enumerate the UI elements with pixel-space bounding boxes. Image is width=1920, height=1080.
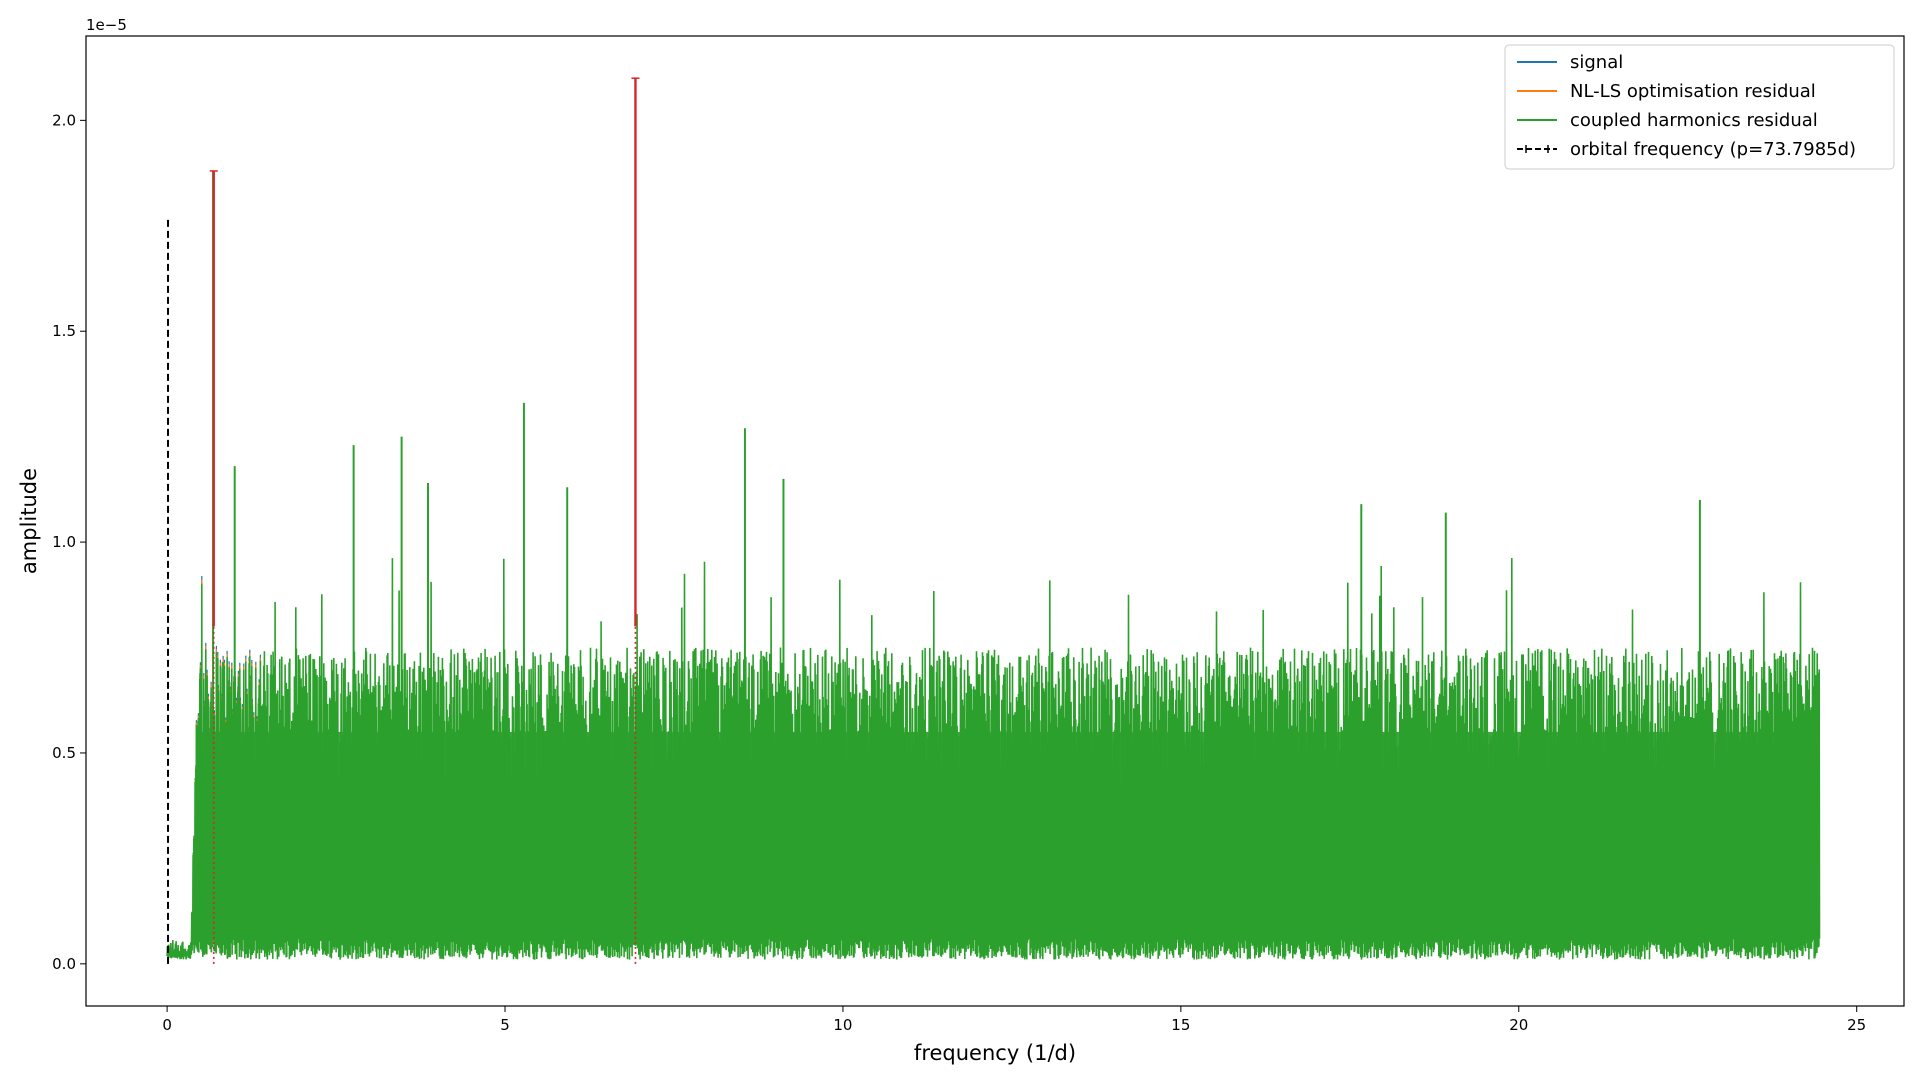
legend-box [1504, 44, 1895, 170]
y-axis-title: amplitude [17, 468, 41, 574]
x-tick-label: 0 [162, 1016, 172, 1034]
x-tick-label: 15 [1171, 1016, 1190, 1034]
legend-label-orbital: orbital frequency (p=73.7985d) [1570, 139, 1856, 160]
y-tick-label: 2.0 [52, 111, 76, 129]
x-tick-label: 5 [500, 1016, 510, 1034]
x-tick-label: 10 [833, 1016, 852, 1034]
axes-frame [85, 35, 1905, 1007]
x-tick-label: 25 [1847, 1016, 1866, 1034]
x-axis: 0 5 10 15 20 25 [162, 1006, 1866, 1034]
y-offset-label: 1e−5 [86, 16, 127, 34]
y-tick-label: 1.5 [52, 322, 76, 340]
x-axis-title: frequency (1/d) [914, 1041, 1076, 1065]
x-tick-label: 20 [1509, 1016, 1528, 1034]
plot-area [166, 77, 1821, 964]
legend-label-signal: signal [1570, 52, 1623, 73]
coupled-residual-fill [197, 731, 1820, 939]
legend: signal NL-LS optimisation residual coupl… [1504, 44, 1895, 170]
y-tick-label: 0.0 [52, 955, 76, 973]
y-tick-label: 0.5 [52, 744, 76, 762]
y-tick-label: 1.0 [52, 533, 76, 551]
legend-label-nlls: NL-LS optimisation residual [1570, 81, 1816, 102]
y-axis: 0.0 0.5 1.0 1.5 2.0 [52, 111, 86, 973]
legend-label-coupled: coupled harmonics residual [1570, 110, 1818, 131]
